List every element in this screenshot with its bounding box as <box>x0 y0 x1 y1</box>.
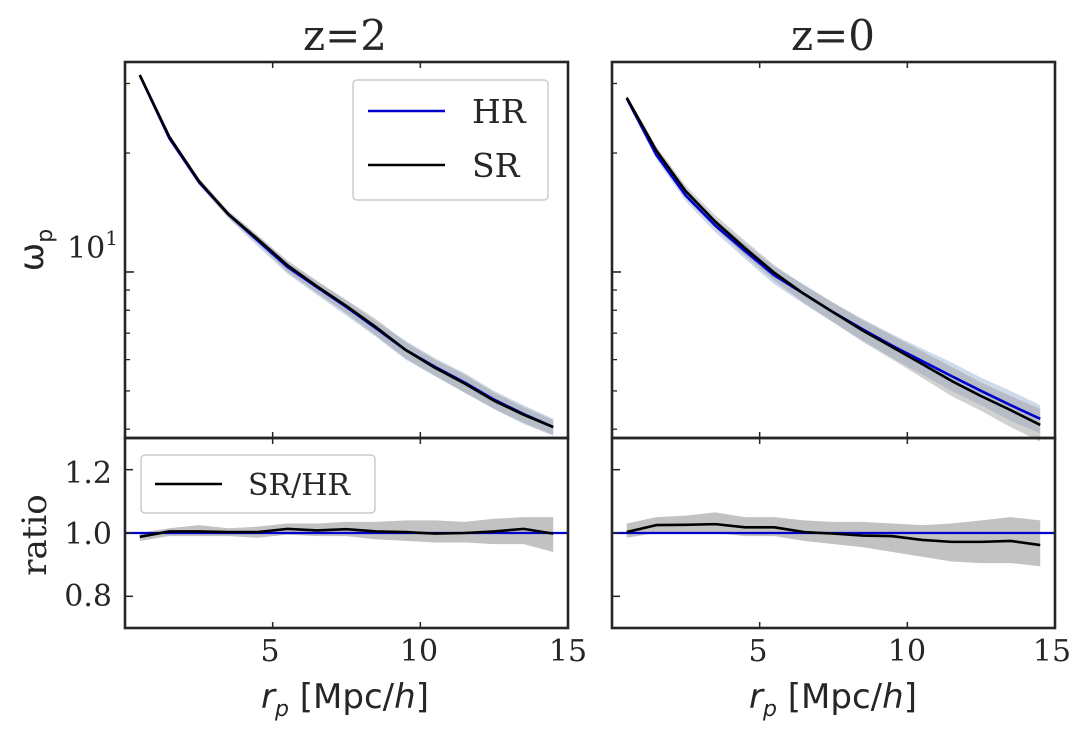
xtick-label-left-10: 10 <box>400 634 438 669</box>
series-line-sr-hr <box>626 522 1041 547</box>
ytick-label-1.2: 1.2 <box>64 456 112 491</box>
series-line-hr <box>625 97 1041 420</box>
series-line-sr-hr <box>139 527 554 539</box>
xlabel-right: rp [Mpc/h] <box>749 677 917 722</box>
xlabel-left: rp [Mpc/h] <box>261 677 429 722</box>
ytick-label-0.8: 0.8 <box>64 579 112 614</box>
panel-bottom-left <box>123 436 570 630</box>
legend-label-srhr: SR/HR <box>248 468 351 503</box>
band-sr-hr <box>139 517 554 552</box>
legend-ratio: SR/HR <box>140 454 376 514</box>
ylabel-top: ωp <box>12 229 58 271</box>
panel-bottom-right <box>610 436 1057 630</box>
ylabel-ratio: ratio <box>15 494 55 576</box>
xtick-label-left-5: 5 <box>260 634 279 669</box>
axes-frame <box>123 436 570 630</box>
panel-title-left: z=2 <box>303 11 387 60</box>
axes-frame <box>610 436 1057 630</box>
legend-top: HR SR <box>352 79 549 201</box>
panel-title-right: z=0 <box>791 11 875 60</box>
ytick-label-10: 101 <box>67 226 118 266</box>
xtick-label-right-15: 15 <box>1033 634 1071 669</box>
legend-ratio-box <box>140 454 376 514</box>
xtick-label-right-5: 5 <box>748 634 767 669</box>
series-line-sr <box>138 74 554 429</box>
ytick-label-1.0: 1.0 <box>64 517 112 552</box>
legend-label-hr: HR <box>472 92 527 131</box>
legend-label-sr: SR <box>472 146 521 185</box>
band-sr-hr <box>626 512 1041 567</box>
xtick-label-right-10: 10 <box>888 634 926 669</box>
band-sr <box>626 95 1041 442</box>
series-line-sr <box>625 97 1041 427</box>
xtick-label-left-15: 15 <box>549 634 587 669</box>
panel-top-right <box>610 60 1057 442</box>
band-hr <box>139 74 554 436</box>
